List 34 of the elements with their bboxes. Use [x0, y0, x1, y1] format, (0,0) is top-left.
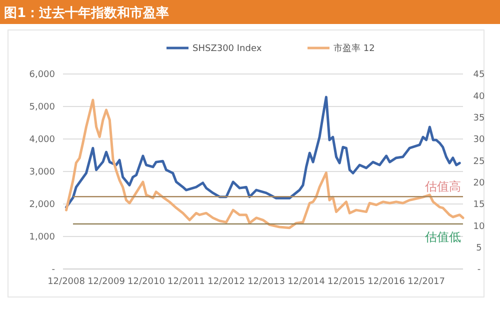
line-series: [65, 98, 464, 230]
ref-line-label: 估值高: [424, 180, 461, 194]
x-tick-label: 12/2017: [408, 277, 446, 287]
x-tick-label: 12/2013: [248, 277, 285, 287]
x-tick-label: 12/2015: [328, 277, 365, 287]
y-tick-label: -: [52, 265, 55, 276]
y2-tick-label: 40: [473, 92, 485, 102]
y2-tick-label: 30: [473, 135, 485, 146]
y-tick-label: 4,000: [29, 135, 56, 146]
x-tick-label: 12/2009: [88, 277, 126, 287]
y-tick-label: 5,000: [29, 102, 56, 113]
line-series: [65, 96, 461, 208]
y-tick-label: 1,000: [29, 232, 56, 243]
x-tick-label: 12/2014: [288, 277, 326, 287]
y2-tick-label: 15: [473, 200, 485, 210]
x-tick-label: 12/2010: [128, 277, 166, 287]
x-tick-label: 12/2011: [168, 277, 205, 287]
y2-tick-label: 25: [473, 156, 485, 167]
x-tick-label: 12/2012: [208, 277, 246, 287]
y-tick-label: 6,000: [29, 70, 56, 80]
chart-title: 图1：过去十年指数和市盈率: [4, 5, 170, 21]
y2-tick-label: -: [477, 265, 481, 276]
y-tick-label: 2,000: [29, 200, 56, 210]
y-tick-label: 3,000: [29, 168, 56, 178]
legend-label: SHSZ300 Index: [192, 44, 262, 54]
y2-tick-label: 45: [473, 70, 485, 80]
legend-label: 市盈率 12: [334, 43, 375, 54]
y2-tick-label: 5: [476, 243, 482, 254]
y2-tick-label: 35: [473, 113, 485, 124]
x-tick-label: 12/2016: [368, 277, 406, 287]
ref-line-label: 估值低: [424, 230, 461, 244]
y2-tick-label: 10: [473, 222, 485, 232]
y2-tick-label: 20: [473, 178, 485, 188]
x-tick-label: 12/2008: [48, 277, 86, 287]
